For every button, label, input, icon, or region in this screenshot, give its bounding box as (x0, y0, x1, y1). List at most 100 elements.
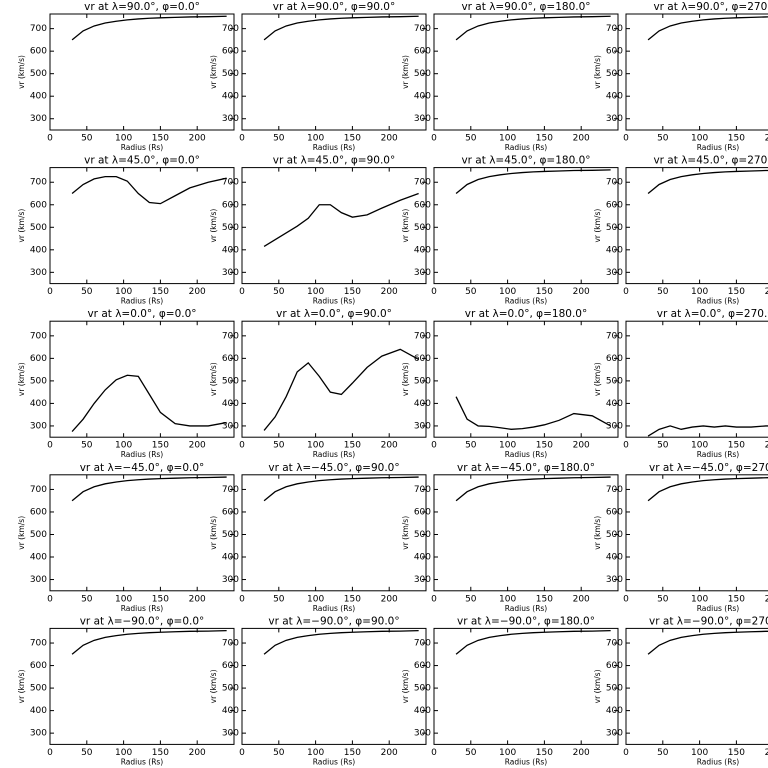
x-tick-label: 0 (623, 134, 629, 144)
y-tick-label: 700 (222, 331, 239, 341)
plot-frame (433, 627, 619, 745)
x-tick-label: 50 (81, 134, 93, 144)
plot-frame (433, 13, 619, 131)
x-tick-label: 150 (536, 594, 553, 604)
x-tick-label: 150 (344, 287, 361, 297)
y-tick-label: 600 (222, 507, 239, 517)
y-tick-label: 300 (222, 114, 239, 124)
data-line (647, 169, 768, 195)
x-axis-label: Radius (Rs) (697, 450, 740, 459)
x-tick-label: 150 (728, 287, 745, 297)
chart-title: vr at λ=0.0°, φ=270.0° (657, 308, 768, 320)
x-tick-label: 0 (47, 134, 53, 144)
x-tick-label: 150 (344, 134, 361, 144)
x-tick-label: 0 (47, 287, 53, 297)
x-tick-label: 0 (239, 287, 245, 297)
y-tick-label: 600 (30, 200, 47, 210)
x-tick-label: 50 (81, 748, 93, 758)
y-tick-label: 400 (606, 553, 623, 563)
x-tick-label: 100 (115, 287, 132, 297)
y-tick-label: 400 (606, 399, 623, 409)
y-tick-label: 600 (606, 507, 623, 517)
y-tick-label: 400 (414, 92, 431, 102)
x-tick-label: 150 (728, 134, 745, 144)
y-tick-label: 300 (30, 575, 47, 585)
plot-frame (241, 13, 427, 131)
plot-frame (625, 627, 768, 745)
y-tick-label: 400 (222, 92, 239, 102)
data-line (263, 476, 419, 502)
x-tick-label: 150 (344, 441, 361, 451)
plot-frame (49, 627, 235, 745)
data-line (455, 476, 611, 502)
y-tick-label: 400 (30, 553, 47, 563)
chart-title: vr at λ=−45.0°, φ=270.0° (649, 462, 768, 474)
x-tick-label: 100 (691, 134, 708, 144)
x-tick-label: 150 (536, 134, 553, 144)
y-tick-label: 500 (30, 530, 47, 540)
x-tick-label: 200 (189, 287, 206, 297)
x-tick-label: 50 (465, 134, 477, 144)
x-tick-label: 50 (657, 134, 669, 144)
x-axis-label: Radius (Rs) (121, 297, 164, 306)
y-axis-label: vr (km/s) (209, 209, 218, 243)
x-tick-label: 50 (465, 594, 477, 604)
y-tick-label: 700 (606, 24, 623, 34)
x-tick-label: 0 (623, 441, 629, 451)
y-tick-label: 700 (606, 178, 623, 188)
y-tick-label: 700 (606, 331, 623, 341)
y-axis-label: vr (km/s) (593, 516, 602, 550)
y-tick-label: 400 (606, 92, 623, 102)
x-tick-label: 150 (728, 594, 745, 604)
x-tick-label: 50 (273, 134, 285, 144)
x-tick-label: 100 (307, 287, 324, 297)
y-tick-label: 300 (30, 729, 47, 739)
chart-title: vr at λ=−90.0°, φ=270.0° (649, 615, 768, 627)
chart-title: vr at λ=0.0°, φ=90.0° (276, 308, 392, 320)
x-tick-label: 150 (152, 594, 169, 604)
y-tick-label: 600 (606, 661, 623, 671)
x-tick-label: 50 (657, 748, 669, 758)
x-tick-label: 150 (344, 748, 361, 758)
y-axis-label: vr (km/s) (401, 669, 410, 703)
y-tick-label: 300 (222, 268, 239, 278)
plot-frame (625, 167, 768, 285)
x-axis-label: Radius (Rs) (505, 757, 548, 766)
x-tick-label: 100 (691, 441, 708, 451)
y-tick-label: 700 (414, 639, 431, 649)
y-axis-label: vr (km/s) (593, 55, 602, 89)
x-tick-label: 100 (499, 287, 516, 297)
y-tick-label: 400 (606, 245, 623, 255)
x-tick-label: 50 (273, 748, 285, 758)
data-line (647, 425, 768, 437)
y-tick-label: 700 (414, 331, 431, 341)
x-axis-label: Radius (Rs) (505, 604, 548, 613)
y-tick-label: 400 (414, 399, 431, 409)
y-tick-label: 500 (414, 69, 431, 79)
x-axis-label: Radius (Rs) (121, 604, 164, 613)
y-axis-label: vr (km/s) (401, 516, 410, 550)
x-tick-label: 200 (189, 748, 206, 758)
y-tick-label: 700 (30, 331, 47, 341)
y-axis-label: vr (km/s) (401, 55, 410, 89)
y-tick-label: 500 (30, 69, 47, 79)
plot-frame (625, 474, 768, 592)
y-tick-label: 500 (606, 69, 623, 79)
x-tick-label: 100 (307, 134, 324, 144)
y-axis-label: vr (km/s) (401, 209, 410, 243)
y-tick-label: 500 (222, 69, 239, 79)
data-line (647, 477, 768, 502)
y-tick-label: 700 (414, 485, 431, 495)
x-tick-label: 150 (152, 748, 169, 758)
x-axis-label: Radius (Rs) (313, 450, 356, 459)
data-line (71, 175, 227, 205)
y-tick-label: 600 (30, 507, 47, 517)
x-tick-label: 200 (189, 441, 206, 451)
x-tick-label: 50 (657, 441, 669, 451)
y-tick-label: 600 (606, 354, 623, 364)
y-tick-label: 500 (222, 684, 239, 694)
chart-title: vr at λ=−45.0°, φ=0.0° (80, 462, 205, 474)
x-tick-label: 150 (344, 594, 361, 604)
y-tick-label: 300 (414, 114, 431, 124)
